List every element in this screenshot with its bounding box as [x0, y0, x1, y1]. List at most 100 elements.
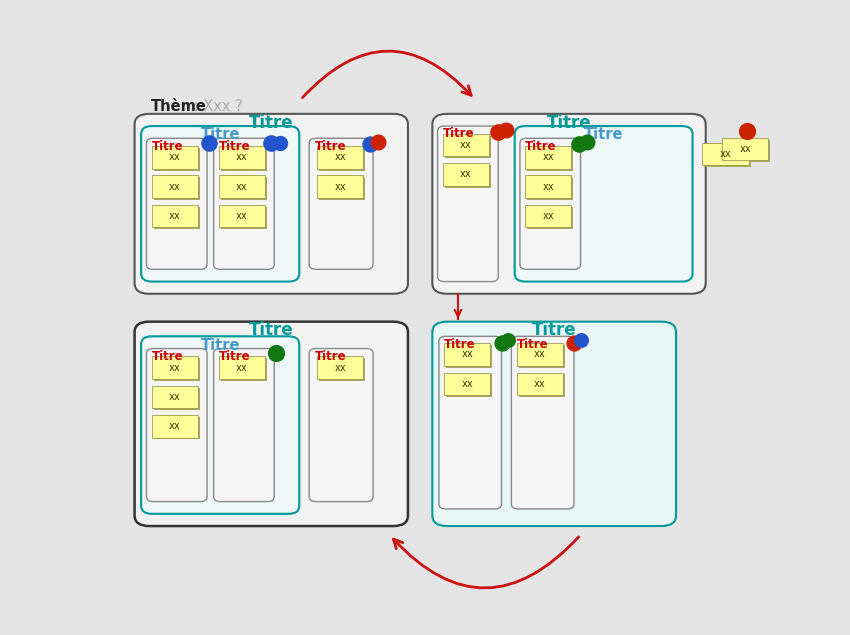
FancyBboxPatch shape — [213, 138, 275, 269]
Text: Titre: Titre — [445, 338, 476, 351]
Text: Titre: Titre — [547, 114, 592, 131]
FancyBboxPatch shape — [134, 114, 408, 294]
FancyBboxPatch shape — [219, 146, 265, 169]
FancyBboxPatch shape — [433, 114, 706, 294]
Point — [264, 138, 278, 148]
Text: Titre: Titre — [201, 128, 240, 142]
FancyBboxPatch shape — [317, 175, 363, 198]
FancyBboxPatch shape — [445, 343, 490, 366]
Point — [572, 139, 586, 149]
Text: xx: xx — [334, 363, 346, 373]
Point — [273, 138, 286, 148]
FancyBboxPatch shape — [446, 345, 492, 368]
Point — [495, 338, 508, 348]
FancyBboxPatch shape — [517, 343, 563, 366]
FancyBboxPatch shape — [309, 349, 373, 502]
FancyBboxPatch shape — [319, 358, 366, 381]
Text: Titre: Titre — [314, 350, 346, 363]
FancyBboxPatch shape — [445, 165, 491, 188]
FancyBboxPatch shape — [527, 207, 573, 229]
FancyBboxPatch shape — [724, 140, 770, 163]
Text: xx: xx — [462, 378, 473, 389]
Text: Titre: Titre — [314, 140, 346, 152]
Text: Titre: Titre — [151, 350, 184, 363]
Text: Thème: Thème — [151, 99, 207, 114]
FancyBboxPatch shape — [317, 356, 363, 379]
FancyBboxPatch shape — [319, 177, 366, 200]
Text: xx: xx — [236, 182, 248, 192]
Point — [581, 137, 594, 147]
FancyBboxPatch shape — [146, 349, 207, 502]
Point — [574, 335, 587, 345]
FancyBboxPatch shape — [154, 387, 200, 410]
Text: Titre: Titre — [201, 338, 240, 352]
Text: xx: xx — [534, 349, 546, 359]
FancyBboxPatch shape — [520, 138, 581, 269]
Text: Titre: Titre — [151, 140, 184, 152]
Text: xx: xx — [460, 170, 472, 180]
FancyBboxPatch shape — [722, 138, 768, 160]
Text: xx: xx — [720, 149, 731, 159]
FancyBboxPatch shape — [154, 148, 200, 171]
Text: xx: xx — [169, 392, 181, 402]
Point — [567, 338, 581, 348]
Text: Titre: Titre — [517, 338, 548, 351]
Text: xx: xx — [169, 421, 181, 431]
FancyBboxPatch shape — [134, 322, 408, 526]
FancyBboxPatch shape — [518, 345, 564, 368]
FancyBboxPatch shape — [445, 136, 491, 158]
FancyBboxPatch shape — [705, 145, 751, 167]
FancyBboxPatch shape — [319, 148, 366, 171]
Text: xx: xx — [460, 140, 472, 150]
Point — [499, 125, 513, 135]
Text: Titre: Titre — [249, 321, 293, 340]
FancyBboxPatch shape — [141, 337, 299, 514]
FancyArrowPatch shape — [455, 310, 462, 317]
FancyBboxPatch shape — [219, 205, 265, 227]
Text: Titre: Titre — [584, 128, 623, 142]
FancyBboxPatch shape — [151, 146, 198, 169]
Text: xx: xx — [542, 182, 554, 192]
FancyBboxPatch shape — [527, 148, 573, 171]
FancyBboxPatch shape — [433, 322, 676, 526]
Point — [502, 335, 515, 345]
FancyArrowPatch shape — [303, 51, 471, 98]
Point — [371, 137, 385, 147]
FancyBboxPatch shape — [527, 177, 573, 200]
FancyBboxPatch shape — [151, 415, 198, 438]
FancyBboxPatch shape — [146, 138, 207, 269]
Text: xx: xx — [334, 182, 346, 192]
FancyBboxPatch shape — [219, 356, 265, 379]
FancyArrowPatch shape — [394, 537, 579, 588]
FancyBboxPatch shape — [514, 126, 693, 281]
Text: xx: xx — [534, 378, 546, 389]
Point — [269, 349, 282, 359]
FancyBboxPatch shape — [525, 175, 571, 198]
FancyBboxPatch shape — [151, 175, 198, 198]
FancyBboxPatch shape — [141, 126, 299, 281]
Text: : Xxx ?: : Xxx ? — [190, 99, 243, 114]
FancyBboxPatch shape — [151, 385, 198, 408]
Text: xx: xx — [462, 349, 473, 359]
Text: xx: xx — [169, 182, 181, 192]
Point — [740, 126, 754, 136]
FancyBboxPatch shape — [317, 146, 363, 169]
Text: xx: xx — [169, 152, 181, 163]
FancyBboxPatch shape — [154, 358, 200, 381]
FancyBboxPatch shape — [221, 148, 267, 171]
Text: xx: xx — [542, 152, 554, 163]
FancyBboxPatch shape — [446, 375, 492, 397]
FancyBboxPatch shape — [445, 373, 490, 395]
FancyBboxPatch shape — [151, 205, 198, 227]
FancyBboxPatch shape — [221, 177, 267, 200]
Text: xx: xx — [169, 363, 181, 373]
Text: Titre: Titre — [532, 321, 576, 340]
FancyBboxPatch shape — [518, 375, 564, 397]
Text: xx: xx — [542, 211, 554, 221]
FancyBboxPatch shape — [525, 205, 571, 227]
Text: xx: xx — [740, 144, 751, 154]
FancyBboxPatch shape — [443, 163, 489, 185]
FancyBboxPatch shape — [702, 143, 749, 165]
FancyBboxPatch shape — [512, 337, 574, 509]
FancyBboxPatch shape — [438, 126, 498, 281]
